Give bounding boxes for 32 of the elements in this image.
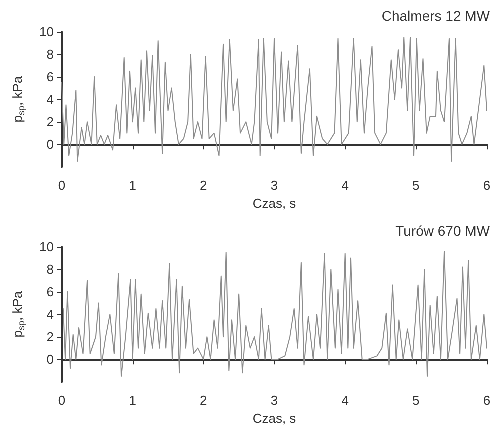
x-tick-label: 5 — [412, 178, 420, 194]
x-tick-label: 1 — [129, 393, 136, 408]
x-tick-label: 4 — [342, 393, 349, 408]
y-tick-label: 6 — [46, 70, 54, 85]
x-tick-label: 0 — [58, 393, 66, 408]
x-tick-label: 0 — [58, 178, 66, 194]
x-axis-title: Czas, s — [252, 196, 297, 211]
y-tick-label: 6 — [46, 284, 54, 300]
x-tick-label: 3 — [270, 393, 278, 408]
y-tick-label: 0 — [46, 137, 54, 152]
y-tick-label: 8 — [46, 262, 54, 278]
y-tick-label: 4 — [46, 307, 54, 322]
x-tick-label: 5 — [412, 393, 420, 408]
x-tick-label: 1 — [129, 178, 136, 194]
x-tick-label: 2 — [200, 178, 208, 194]
chart-title: Turów 670 MW — [396, 223, 491, 239]
y-tick-label: 10 — [40, 240, 54, 254]
y-tick-label: 0 — [46, 352, 54, 368]
x-tick-label: 4 — [342, 178, 349, 194]
x-axis-title: Czas, s — [252, 411, 297, 426]
chart-title: Chalmers 12 MW — [382, 8, 491, 24]
y-tick-label: 10 — [40, 24, 54, 40]
y-tick-label: 8 — [46, 47, 54, 62]
x-tick-label: 3 — [270, 178, 278, 194]
x-tick-label: 6 — [483, 393, 491, 408]
x-tick-label: 2 — [200, 393, 208, 408]
y-axis-title: psp, kPa — [10, 290, 26, 338]
y-tick-label: 4 — [46, 92, 54, 108]
y-tick-label: 2 — [46, 114, 54, 130]
y-axis-title: psp, kPa — [10, 76, 26, 123]
y-tick-label: 2 — [46, 330, 54, 345]
x-tick-label: 6 — [483, 178, 491, 194]
